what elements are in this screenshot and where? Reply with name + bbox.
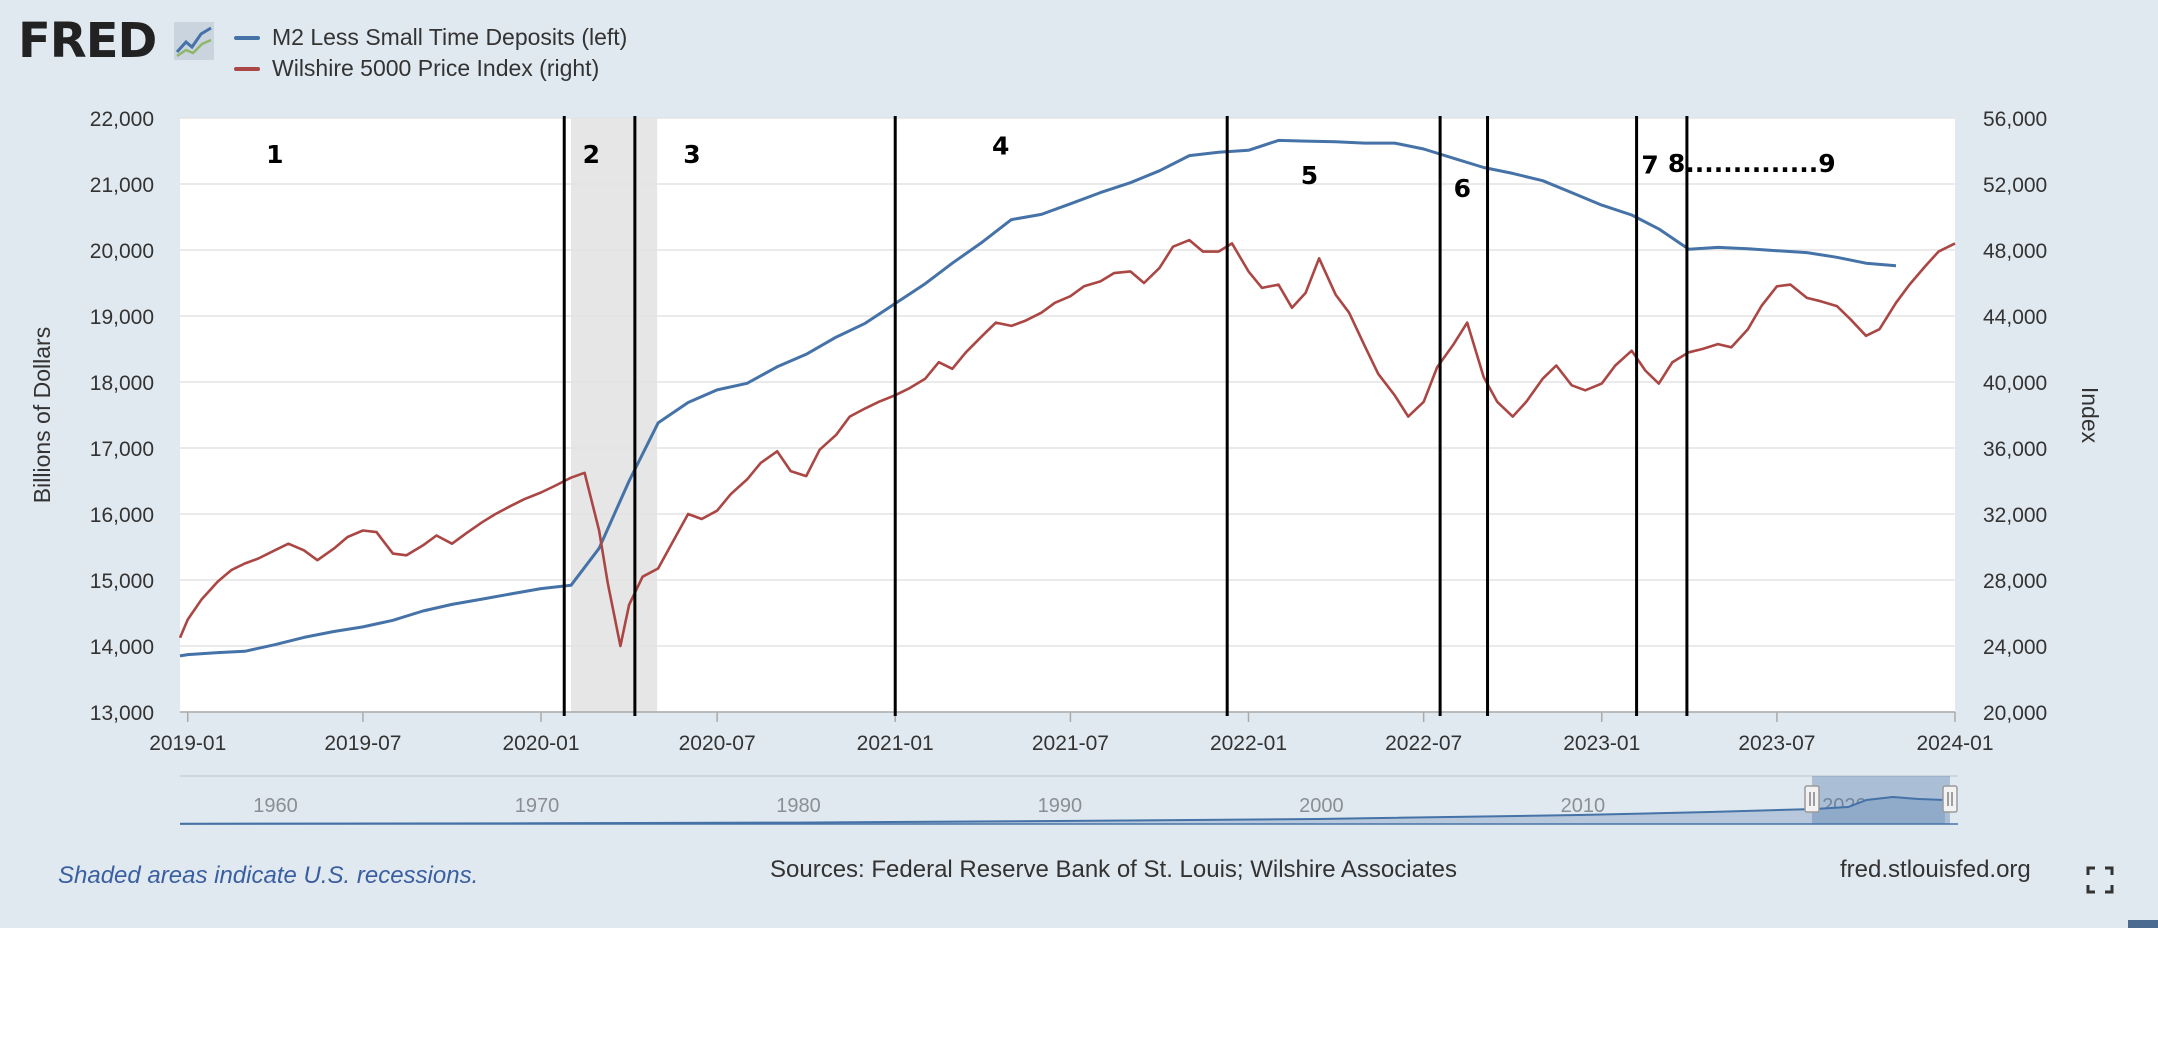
annotation-label: 4 xyxy=(992,131,1009,160)
x-tick-label: 2024-01 xyxy=(1916,732,1993,755)
plot-area xyxy=(180,118,1955,712)
site-link[interactable]: fred.stlouisfed.org xyxy=(1840,856,2031,883)
series-line-m2 xyxy=(179,138,1897,658)
y-left-tick-label: 18,000 xyxy=(90,372,154,395)
y-right-tick-label: 20,000 xyxy=(1983,702,2047,725)
y-right-tick-label: 44,000 xyxy=(1983,306,2047,329)
chart-line-icon xyxy=(174,22,214,60)
annotation-label: 6 xyxy=(1454,174,1471,203)
navigator-series-line xyxy=(179,795,1945,825)
legend-swatch-m2 xyxy=(234,35,260,40)
recession-band xyxy=(571,118,658,712)
x-tick-label: 2023-01 xyxy=(1563,732,1640,755)
navigator-tick-label: 1970 xyxy=(515,795,560,817)
x-tick-label: 2022-07 xyxy=(1385,732,1462,755)
y-right-tick-label: 32,000 xyxy=(1983,504,2047,527)
y-right-tick-label: 36,000 xyxy=(1983,438,2047,461)
y-right-tick-label: 56,000 xyxy=(1983,108,2047,131)
fullscreen-icon[interactable] xyxy=(2086,866,2114,894)
navigator-handle-left[interactable] xyxy=(1804,785,1820,813)
navigator-handle-right[interactable] xyxy=(1942,785,1958,813)
legend-item-wilshire[interactable]: Wilshire 5000 Price Index (right) xyxy=(234,53,627,84)
y-right-tick-label: 52,000 xyxy=(1983,174,2047,197)
navigator-tick-label: 1960 xyxy=(253,795,298,817)
navigator-area xyxy=(180,797,1945,824)
legend-item-m2[interactable]: M2 Less Small Time Deposits (left) xyxy=(234,22,627,53)
y-right-tick-label: 48,000 xyxy=(1983,240,2047,263)
corner-marker xyxy=(2128,920,2158,928)
legend-label-wilshire: Wilshire 5000 Price Index (right) xyxy=(272,55,600,81)
y-left-tick-label: 17,000 xyxy=(90,438,154,461)
y-left-tick-label: 21,000 xyxy=(90,174,154,197)
x-tick-label: 2019-01 xyxy=(149,732,226,755)
navigator-selection xyxy=(1812,776,1950,824)
x-tick-label: 2020-07 xyxy=(679,732,756,755)
y-left-tick-label: 13,000 xyxy=(90,702,154,725)
y-left-tick-label: 22,000 xyxy=(90,108,154,131)
navigator-tick-label: 2000 xyxy=(1299,795,1344,817)
navigator-tick-label: 2010 xyxy=(1561,795,1606,817)
navigator-tick-label: 1990 xyxy=(1038,795,1083,817)
annotation-label: 7 xyxy=(1641,150,1658,179)
y-left-tick-label: 15,000 xyxy=(90,570,154,593)
series-line-wilshire xyxy=(178,238,1956,648)
x-tick-label: 2023-07 xyxy=(1738,732,1815,755)
annotation-label: 3 xyxy=(683,140,700,169)
x-tick-label: 2019-07 xyxy=(324,732,401,755)
legend-label-m2: M2 Less Small Time Deposits (left) xyxy=(272,24,628,50)
x-tick-label: 2022-01 xyxy=(1210,732,1287,755)
sources-text: Sources: Federal Reserve Bank of St. Lou… xyxy=(770,856,1457,883)
y-left-tick-label: 19,000 xyxy=(90,306,154,329)
y-right-tick-label: 40,000 xyxy=(1983,372,2047,395)
y-left-axis-title: Billions of Dollars xyxy=(29,327,55,503)
annotation-label: 1 xyxy=(266,140,283,169)
chart-canvas: 13,000 14,000 15,000 16,000 17,000 18,000 19,0… xyxy=(29,108,2103,825)
chart-legend: M2 Less Small Time Deposits (left) Wilsh… xyxy=(234,22,627,84)
fred-logo: FRED xyxy=(18,13,157,69)
x-tick-label: 2021-07 xyxy=(1032,732,1109,755)
navigator-tick-label: 1980 xyxy=(776,795,821,817)
annotation-label: 2 xyxy=(583,140,600,169)
y-right-tick-label: 28,000 xyxy=(1983,570,2047,593)
x-tick-label: 2021-01 xyxy=(857,732,934,755)
y-left-tick-label: 20,000 xyxy=(90,240,154,263)
y-right-tick-label: 24,000 xyxy=(1983,636,2047,659)
y-left-tick-label: 14,000 xyxy=(90,636,154,659)
annotation-label: 5 xyxy=(1301,161,1318,190)
recession-note: Shaded areas indicate U.S. recessions. xyxy=(58,862,479,889)
y-left-tick-label: 16,000 xyxy=(90,504,154,527)
y-right-axis-title: Index xyxy=(2077,387,2103,444)
annotation-label: 8..............9 xyxy=(1668,149,1836,178)
chart-frame: FRED M2 Less Small Time Deposits (left) … xyxy=(0,0,2158,928)
legend-swatch-wilshire xyxy=(234,66,260,71)
x-tick-label: 2020-01 xyxy=(502,732,579,755)
